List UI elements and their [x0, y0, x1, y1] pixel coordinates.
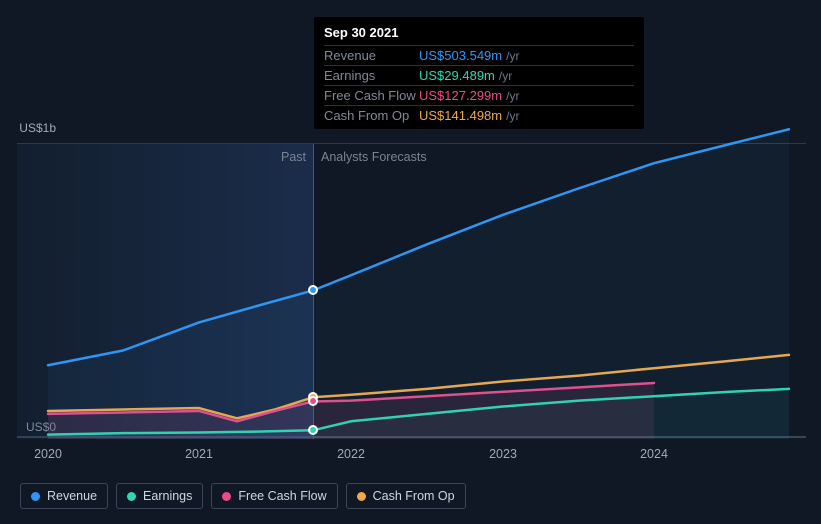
y-axis-label: US$1b [16, 121, 56, 135]
legend-label: Earnings [143, 489, 192, 503]
chart-container: Sep 30 2021 RevenueUS$503.549m/yrEarning… [0, 0, 821, 524]
line-series-svg [17, 144, 806, 439]
tooltip-row-unit: /yr [499, 69, 512, 83]
legend-item-fcf[interactable]: Free Cash Flow [211, 483, 337, 509]
tooltip-date: Sep 30 2021 [324, 23, 634, 45]
tooltip-row-label: Free Cash Flow [324, 88, 419, 103]
hover-marker-fcf [308, 396, 318, 406]
x-axis-label: 2020 [34, 447, 62, 461]
tooltip-row-unit: /yr [506, 109, 519, 123]
tooltip-row-value: US$141.498m [419, 108, 502, 123]
legend-dot-icon [222, 492, 231, 501]
tooltip-row-label: Revenue [324, 48, 419, 63]
legend-dot-icon [357, 492, 366, 501]
tooltip-row-label: Cash From Op [324, 108, 419, 123]
legend-item-earnings[interactable]: Earnings [116, 483, 203, 509]
tooltip-row: Free Cash FlowUS$127.299m/yr [324, 85, 634, 105]
tooltip-row-unit: /yr [506, 89, 519, 103]
tooltip-row-value: US$503.549m [419, 48, 502, 63]
hover-marker-earnings [308, 425, 318, 435]
tooltip-row: EarningsUS$29.489m/yr [324, 65, 634, 85]
tooltip-row-label: Earnings [324, 68, 419, 83]
tooltip-row-unit: /yr [506, 49, 519, 63]
x-axis-label: 2024 [640, 447, 668, 461]
legend-item-revenue[interactable]: Revenue [20, 483, 108, 509]
legend-dot-icon [31, 492, 40, 501]
x-axis-label: 2022 [337, 447, 365, 461]
legend: Revenue Earnings Free Cash Flow Cash From O… [20, 483, 466, 509]
plot-area[interactable] [17, 143, 806, 438]
legend-label: Free Cash Flow [238, 489, 326, 503]
x-axis-label: 2023 [489, 447, 517, 461]
legend-item-cfo[interactable]: Cash From Op [346, 483, 466, 509]
legend-dot-icon [127, 492, 136, 501]
tooltip-row: Cash From OpUS$141.498m/yr [324, 105, 634, 125]
legend-label: Revenue [47, 489, 97, 503]
tooltip-row-value: US$127.299m [419, 88, 502, 103]
tooltip-row-value: US$29.489m [419, 68, 495, 83]
forecast-label: Analysts Forecasts [321, 150, 427, 164]
past-label: Past [281, 150, 306, 164]
hover-tooltip: Sep 30 2021 RevenueUS$503.549m/yrEarning… [314, 17, 644, 129]
tooltip-rows: RevenueUS$503.549m/yrEarningsUS$29.489m/… [324, 45, 634, 125]
hover-marker-revenue [308, 285, 318, 295]
x-axis-label: 2021 [185, 447, 213, 461]
legend-label: Cash From Op [373, 489, 455, 503]
tooltip-row: RevenueUS$503.549m/yr [324, 45, 634, 65]
